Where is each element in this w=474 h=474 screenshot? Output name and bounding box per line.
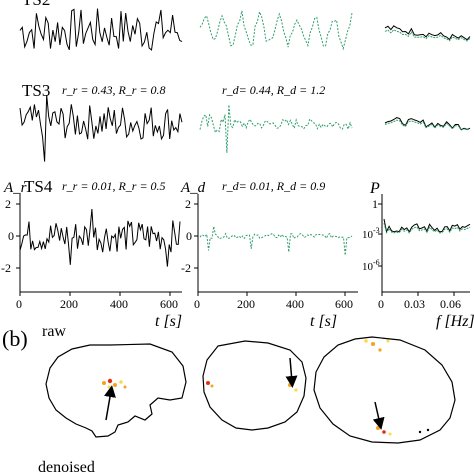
ts2-power-denoised (384, 29, 471, 42)
row-ts2-traces (19, 8, 471, 51)
ts3-raw-trace (19, 94, 183, 162)
den-xtick-0: 0 (194, 297, 200, 311)
den-ytick-neg2: -2 (181, 261, 191, 275)
raw-ytick-2: 2 (5, 197, 11, 211)
den-xaxis-label: t [s] (310, 313, 337, 330)
ts3-power-denoised (384, 119, 471, 131)
p-xaxis-label: f [Hz] (436, 313, 474, 330)
panel-b-label: (b) (2, 326, 28, 351)
row-ts3-traces (19, 94, 471, 162)
denoised-axes (194, 194, 358, 296)
row-ts4-traces (19, 208, 471, 267)
den-ytick-0: 0 (186, 229, 192, 243)
ts4-denoised-trace (199, 226, 353, 256)
arrow-axial (372, 401, 385, 430)
ts2-denoised-trace (199, 10, 353, 51)
denoised-row-label: denoised (38, 459, 95, 474)
ts4-stats-raw: r_r = 0.01, R_r = 0.5 (62, 179, 166, 193)
raw-ytick-neg2: -2 (1, 261, 11, 275)
ts3-denoised-trace (199, 104, 353, 153)
ts2-label: TS2 (22, 0, 50, 9)
raw-ytick-0: 0 (8, 229, 14, 243)
power-axes (378, 194, 470, 296)
ts3-power-raw (384, 117, 471, 131)
den-ytick-2: 2 (185, 197, 191, 211)
ad-axis-label: A_d (180, 180, 206, 196)
ts2-power-raw (384, 25, 471, 41)
raw-xtick-400: 400 (110, 297, 128, 311)
raw-xtick-600: 600 (160, 297, 178, 311)
ts4-stats-denoised: r_d= 0.01, R_d = 0.9 (222, 179, 325, 193)
ts3-stats-raw: r_r = 0.43, R_r = 0.8 (62, 83, 166, 97)
ts3-label: TS3 (22, 81, 50, 100)
raw-xtick-200: 200 (60, 297, 78, 311)
p-xtick-006: 0.06 (440, 297, 461, 311)
ts3-stats-denoised: r_d= 0.44, R_d = 1.2 (222, 83, 325, 97)
brain-coronal-outline (202, 340, 307, 431)
arrow-sagittal (104, 385, 116, 421)
raw-xaxis-label: t [s] (155, 313, 182, 330)
p-axis-label: P (369, 180, 380, 197)
p-ytick-1: 1 (372, 197, 378, 211)
activation-blobs (102, 339, 430, 436)
raw-row-label: raw (42, 323, 66, 340)
brain-sagittal-outline (45, 343, 187, 438)
ar-axis-label: A_r (3, 180, 27, 196)
ts4-power-denoised (383, 223, 471, 234)
arrow-coronal (285, 357, 298, 388)
raw-axes (16, 194, 182, 296)
p-ytick-1e-6: 10-6 (362, 258, 380, 273)
p-ytick-1e-3: 10-3 (362, 226, 380, 241)
ts2-raw-trace (19, 8, 183, 51)
den-xtick-200: 200 (237, 297, 255, 311)
den-xtick-600: 600 (335, 297, 353, 311)
raw-xtick-0: 0 (16, 297, 22, 311)
den-xtick-400: 400 (286, 297, 304, 311)
ts4-raw-trace (19, 208, 181, 267)
brain-axial-outline (313, 336, 456, 444)
ts4-power-raw (383, 218, 471, 234)
p-xtick-0: 0 (378, 297, 384, 311)
ts4-label: TS4 (24, 177, 53, 196)
p-xtick-003: 0.03 (404, 297, 425, 311)
